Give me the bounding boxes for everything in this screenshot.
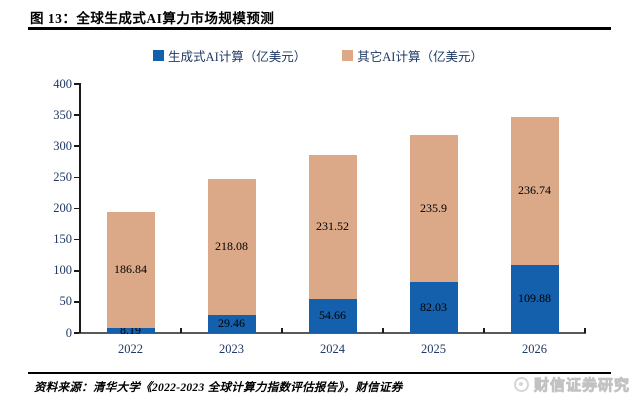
chart-plot-area: 0 50 100 150 200 250 300 350 400 8.19 186.84 2022 29… [53, 77, 586, 356]
y-axis-label: 100 [53, 263, 72, 278]
y-axis-tick [74, 176, 79, 179]
y-axis-tick [74, 332, 79, 334]
y-axis-label: 150 [53, 232, 72, 247]
chart-legend: 生成式AI计算（亿美元） 其它AI计算（亿美元） [0, 46, 636, 65]
x-axis-label-2023: 2023 [219, 342, 244, 356]
bar-segment-generative-2023 [207, 314, 256, 333]
bar-value-label: 29.46 [218, 316, 245, 331]
bar-segment-other-2022 [106, 211, 155, 328]
x-axis-tick [382, 328, 384, 333]
x-axis-tick [281, 328, 283, 333]
bar-value-label: 236.74 [518, 183, 551, 198]
y-axis-tick [74, 114, 79, 116]
y-axis-tick [74, 145, 79, 148]
bar-value-label: 218.08 [215, 239, 248, 254]
y-axis-label: 350 [53, 107, 72, 122]
x-axis-label-2022: 2022 [118, 342, 143, 356]
footer-divider [28, 372, 611, 374]
bar-segment-generative-2024 [308, 298, 357, 333]
legend-label-other: 其它AI计算（亿美元） [357, 50, 483, 64]
bar-segment-other-2026 [510, 117, 559, 265]
x-axis-tick [180, 328, 182, 333]
figure-title: 图 13：全球生成式AI算力市场规模预测 [30, 11, 275, 26]
bar-value-label: 231.52 [316, 219, 349, 234]
y-axis-tick [74, 269, 79, 272]
x-axis-tick [79, 328, 81, 333]
legend-label-generative: 生成式AI计算（亿美元） [168, 50, 307, 64]
x-axis-tick [483, 328, 485, 333]
bar-segment-other-2024 [308, 154, 357, 299]
y-axis-tick [74, 301, 79, 303]
watermark: 财信证券研究 [513, 374, 630, 395]
bar-value-label: 186.84 [114, 262, 147, 277]
y-axis-tick [74, 207, 79, 210]
bar-value-label: 82.03 [420, 299, 447, 314]
y-axis-tick [74, 83, 79, 85]
x-axis-label-2025: 2025 [421, 342, 446, 356]
y-axis-line [79, 83, 81, 334]
watermark-logo-icon [513, 377, 529, 392]
legend-item-generative-ai: 生成式AI计算（亿美元） [153, 46, 306, 65]
y-axis-label: 0 [65, 325, 72, 340]
bar-value-label: 54.66 [319, 308, 346, 323]
bar-value-label: 109.88 [518, 291, 551, 306]
x-axis-tick [584, 328, 586, 333]
bar-value-label: 235.9 [420, 201, 447, 215]
legend-item-other-ai: 其它AI计算（亿美元） [342, 46, 483, 65]
legend-swatch-generative-icon [153, 50, 165, 61]
x-axis-label-2026: 2026 [522, 342, 547, 356]
bar-segment-other-2023 [207, 178, 256, 315]
watermark-text: 财信证券研究 [533, 378, 630, 395]
source-note: 资料来源：清华大学《2022-2023 全球计算力指数评估报告》，财信证券 [34, 382, 403, 394]
bar-segment-other-2025 [409, 135, 458, 282]
y-axis-label: 200 [53, 201, 72, 215]
y-axis-tick [74, 238, 79, 241]
y-axis-label: 400 [53, 76, 72, 91]
legend-swatch-other-icon [342, 50, 354, 61]
bar-segment-generative-2025 [409, 281, 458, 333]
title-divider [28, 27, 611, 30]
y-axis-label: 250 [53, 169, 72, 184]
x-axis-label-2024: 2024 [320, 342, 345, 356]
bar-segment-generative-2026 [510, 264, 559, 333]
y-axis-label: 300 [53, 138, 72, 153]
bar-segment-generative-2022 [106, 327, 155, 333]
y-axis-label: 50 [59, 294, 73, 309]
